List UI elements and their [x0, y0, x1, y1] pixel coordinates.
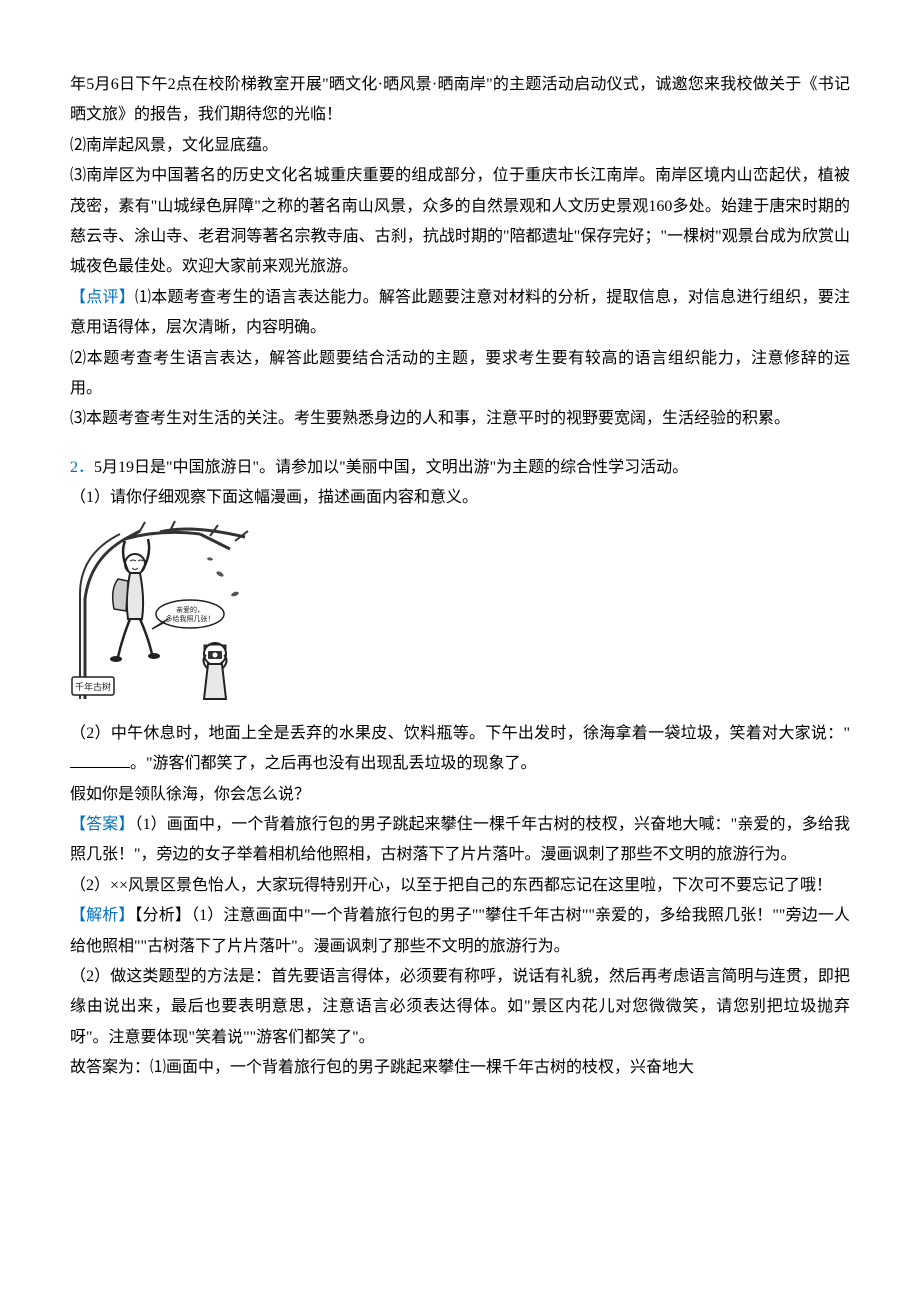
q1-review-3: ⑶本题考查考生对生活的关注。考生要熟悉身边的人和事，注意平时的视野要宽阔，生活经…: [70, 404, 850, 434]
q2-analysis-2: （2）做这类题型的方法是：首先要语言得体，必须要有称呼，说话有礼貌，然后再考虑语…: [70, 962, 850, 1053]
q2-stem-text: 5月19日是"中国旅游日"。请参加以"美丽中国，文明出游"为主题的综合性学习活动…: [94, 459, 688, 476]
q2-sub2-a: （2）中午休息时，地面上全是丢弃的水果皮、饮料瓶等。下午出发时，徐海拿着一袋垃圾…: [70, 725, 850, 742]
q2-sub1: （1）请你仔细观察下面这幅漫画，描述画面内容和意义。: [70, 483, 850, 513]
q2-sub2-c: 假如你是领队徐海，你会怎么说？: [70, 780, 850, 810]
q2-analysis-3: 故答案为：⑴画面中，一个背着旅行包的男子跳起来攀住一棵千年古树的枝杈，兴奋地大: [70, 1053, 850, 1083]
svg-text:亲爱的，: 亲爱的，: [176, 605, 204, 614]
svg-text:多给我照几张！: 多给我照几张！: [166, 614, 215, 623]
review-label: 【点评】: [70, 289, 135, 306]
q1-paragraph-1: 年5月6日下午2点在校阶梯教室开展"晒文化·晒风景·晒南岸"的主题活动启动仪式，…: [70, 70, 850, 131]
review-text-1: ⑴本题考查考生的语言表达能力。解答此题要注意对材料的分析，提取信息，对信息进行组…: [70, 289, 850, 336]
answer-text-1: （1）画面中，一个背着旅行包的男子跳起来攀住一棵千年古树的枝杈，兴奋地大喊："亲…: [70, 816, 850, 863]
q2-sub2: （2）中午休息时，地面上全是丢弃的水果皮、饮料瓶等。下午出发时，徐海拿着一袋垃圾…: [70, 719, 850, 780]
cartoon-image: 亲爱的， 多给我照几张！ 千年古树: [70, 519, 850, 712]
q2-sub2-b: 。"游客们都笑了，之后再也没有出现乱丢垃圾的现象了。: [130, 755, 537, 772]
q1-review-1: 【点评】⑴本题考查考生的语言表达能力。解答此题要注意对材料的分析，提取信息，对信…: [70, 283, 850, 344]
q2-answer-2: （2）××风景区景色怡人，大家玩得特别开心，以至于把自己的东西都忘记在这里啦，下…: [70, 871, 850, 901]
analysis-label: 【解析】: [70, 907, 135, 924]
svg-text:千年古树: 千年古树: [75, 681, 111, 692]
document-page: 年5月6日下午2点在校阶梯教室开展"晒文化·晒风景·晒南岸"的主题活动启动仪式，…: [0, 0, 920, 1144]
q2-stem: 2．5月19日是"中国旅游日"。请参加以"美丽中国，文明出游"为主题的综合性学习…: [70, 453, 850, 483]
q1-paragraph-3: ⑶南岸区为中国著名的历史文化名城重庆重要的组成部分，位于重庆市长江南岸。南岸区境…: [70, 161, 850, 283]
q2-answer-1: 【答案】（1）画面中，一个背着旅行包的男子跳起来攀住一棵千年古树的枝杈，兴奋地大…: [70, 810, 850, 871]
q1-review-2: ⑵本题考查考生语言表达，解答此题要结合活动的主题，要求考生要有较高的语言组织能力…: [70, 344, 850, 405]
cartoon-svg: 亲爱的， 多给我照几张！ 千年古树: [70, 519, 265, 701]
fill-blank: [70, 767, 130, 768]
q2-analysis-1: 【解析】【分析】（1）注意画面中"一个背着旅行包的男子""攀住千年古树""亲爱的…: [70, 901, 850, 962]
answer-label: 【答案】: [70, 816, 134, 833]
q1-paragraph-2: ⑵南岸起风景，文化显底蕴。: [70, 131, 850, 161]
analysis-sub-label: 【分析】: [135, 907, 192, 924]
question-number: 2．: [70, 459, 94, 476]
section-spacer: [70, 435, 850, 453]
